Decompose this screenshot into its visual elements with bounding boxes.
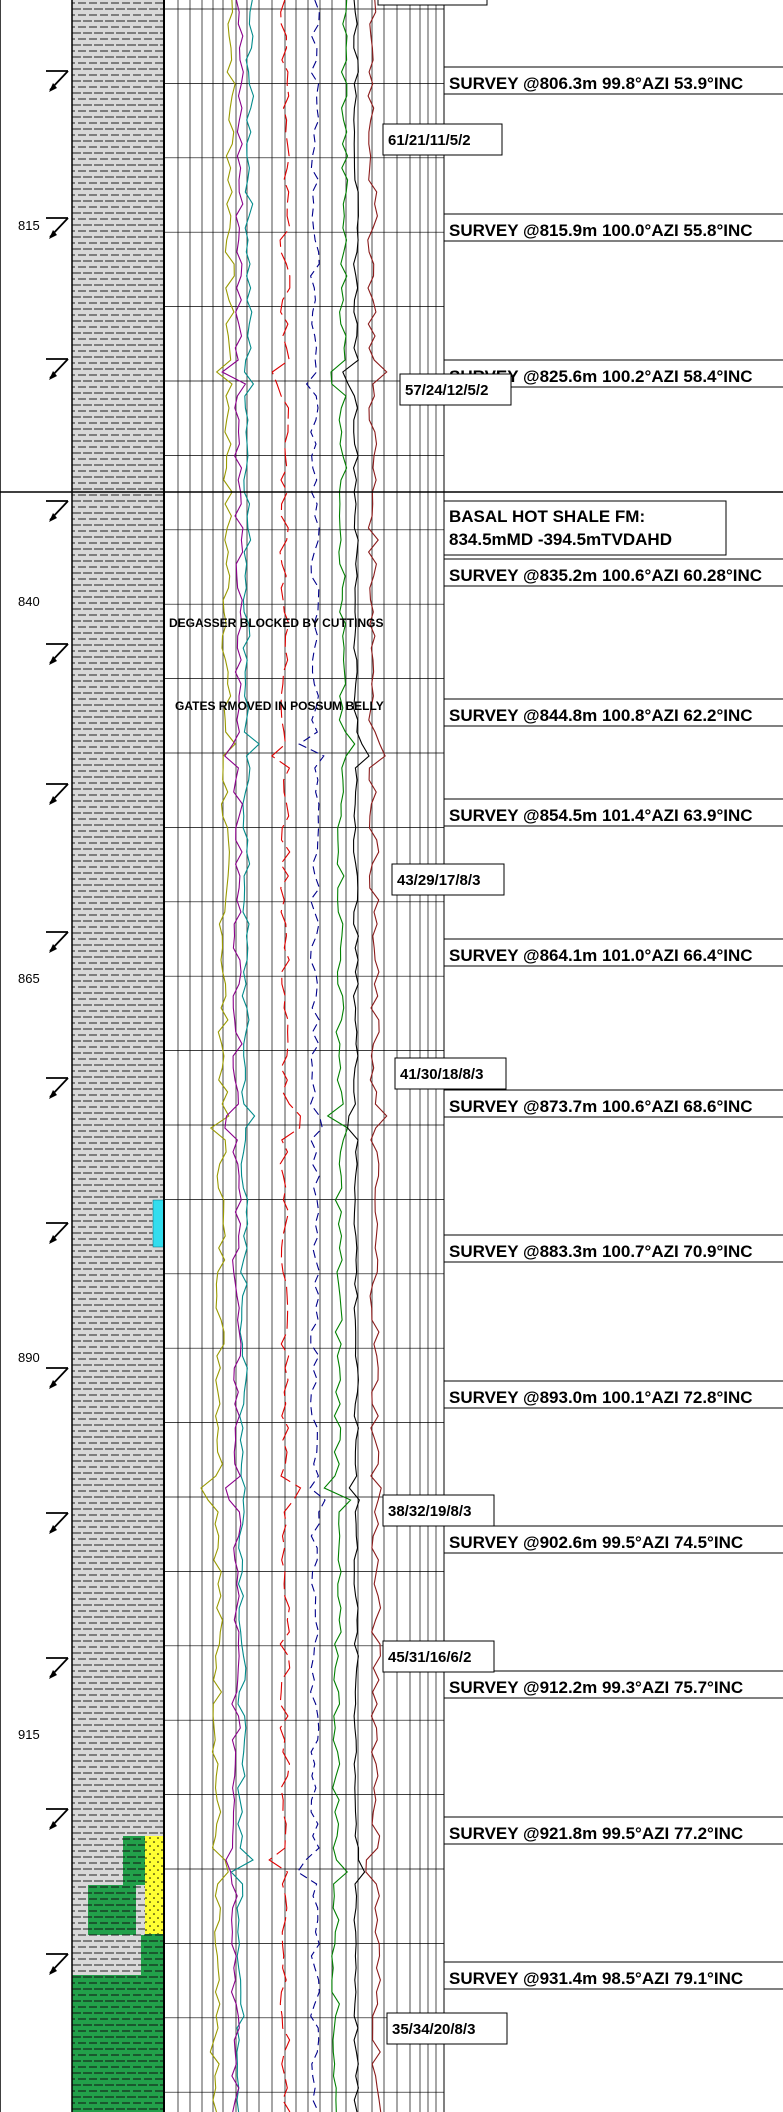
gas-curve	[365, 0, 388, 2112]
gas-ratio-box: 61/21/11/5/2	[382, 123, 503, 156]
survey-label: SURVEY @883.3m 100.7°AZI 70.9°INC	[449, 1242, 753, 1261]
dip-arrow-icon	[46, 931, 69, 953]
gas-curve	[200, 0, 236, 2112]
survey-label: SURVEY @873.7m 100.6°AZI 68.6°INC	[449, 1097, 753, 1116]
survey-label: SURVEY @806.3m 99.8°AZI 53.9°INC	[449, 74, 743, 93]
survey-label: SURVEY @844.8m 100.8°AZI 62.2°INC	[449, 706, 753, 725]
gas-ratio-text: 43/29/17/8/3	[397, 872, 480, 889]
depth-label: 840	[18, 594, 40, 609]
gas-ratio-text: 35/34/20/8/3	[392, 2021, 475, 2038]
gas-ratio-box: 35/34/20/8/3	[386, 2012, 508, 2045]
formation-depth: 834.5mMD -394.5mTVDAHD	[449, 530, 672, 549]
depth-labels: 815 840 865 890 915	[18, 218, 40, 1742]
gas-track-grid	[164, 0, 445, 2112]
top-partial-box	[377, 0, 488, 6]
gas-ratio-boxes: 61/21/11/5/2 57/24/12/5/2 43/29/17/8/3 41/3…	[382, 123, 512, 2045]
gas-curve	[296, 0, 326, 2112]
survey-label: SURVEY @893.0m 100.1°AZI 72.8°INC	[449, 1388, 753, 1407]
depth-label: 815	[18, 218, 40, 233]
survey-label: SURVEY @902.6m 99.5°AZI 74.5°INC	[449, 1533, 743, 1552]
dip-arrow-icon	[46, 217, 69, 239]
survey-label: SURVEY @815.9m 100.0°AZI 55.8°INC	[449, 221, 753, 240]
depth-label: 915	[18, 1727, 40, 1742]
survey-label: SURVEY @835.2m 100.6°AZI 60.28°INC	[449, 566, 762, 585]
dip-arrow-icon	[46, 1512, 69, 1534]
gas-curve	[323, 0, 356, 2112]
survey-label: SURVEY @931.4m 98.5°AZI 79.1°INC	[449, 1969, 743, 1988]
gas-ratio-text: 41/30/18/8/3	[400, 1066, 483, 1083]
comment-degasser: DEGASSER BLOCKED BY CUTTINGS	[169, 616, 383, 630]
dip-arrow-icon	[46, 70, 69, 92]
survey-label: SURVEY @864.1m 101.0°AZI 66.4°INC	[449, 946, 753, 965]
gas-ratio-box: 38/32/19/8/3	[382, 1494, 495, 1527]
survey-label: SURVEY @921.8m 99.5°AZI 77.2°INC	[449, 1824, 743, 1843]
comment-gates: GATES RMOVED IN POSSUM BELLY	[175, 699, 384, 713]
gas-curves	[200, 0, 388, 2112]
gas-ratio-text: 57/24/12/5/2	[405, 382, 488, 399]
gas-ratio-text: 61/21/11/5/2	[388, 132, 471, 149]
formation-name: BASAL HOT SHALE FM:	[449, 507, 645, 526]
dip-arrow-icon	[46, 643, 69, 665]
dip-arrow-icon	[46, 783, 69, 805]
depth-label: 865	[18, 971, 40, 986]
gas-ratio-box: 45/31/16/6/2	[382, 1640, 495, 1673]
gas-curve	[230, 0, 260, 2112]
dip-arrow-icon	[46, 1077, 69, 1099]
lithology-column	[71, 0, 165, 2112]
formation-box: BASAL HOT SHALE FM: 834.5mMD -394.5mTVDA…	[443, 500, 727, 556]
survey-label: SURVEY @825.6m 100.2°AZI 58.4°INC	[449, 367, 753, 386]
gas-ratio-box: 43/29/17/8/3	[391, 863, 505, 896]
survey-label: SURVEY @912.2m 99.3°AZI 75.7°INC	[449, 1678, 743, 1697]
dip-symbols	[46, 70, 69, 1975]
survey-annotations: SURVEY @806.3m 99.8°AZI 53.9°INC SURVEY @…	[444, 66, 783, 1990]
dip-arrow-icon	[46, 358, 69, 380]
gas-ratio-text: 45/31/16/6/2	[388, 1649, 471, 1666]
gas-curve	[221, 0, 247, 2112]
gas-curve	[342, 0, 370, 2112]
gas-curve	[268, 0, 302, 2112]
dip-arrow-icon	[46, 1367, 69, 1389]
dip-arrow-icon	[46, 500, 69, 522]
depth-label: 890	[18, 1350, 40, 1365]
survey-label: SURVEY @854.5m 101.4°AZI 63.9°INC	[449, 806, 753, 825]
gas-ratio-box: 41/30/18/8/3	[394, 1057, 507, 1090]
dip-arrow-icon	[46, 1657, 69, 1679]
dip-arrow-icon	[46, 1953, 69, 1975]
dip-arrow-icon	[46, 1222, 69, 1244]
gas-ratio-text: 38/32/19/8/3	[388, 1503, 471, 1520]
cyan-marker	[152, 1199, 165, 1248]
dip-arrow-icon	[46, 1808, 69, 1830]
gas-ratio-box: 57/24/12/5/2	[399, 373, 512, 406]
